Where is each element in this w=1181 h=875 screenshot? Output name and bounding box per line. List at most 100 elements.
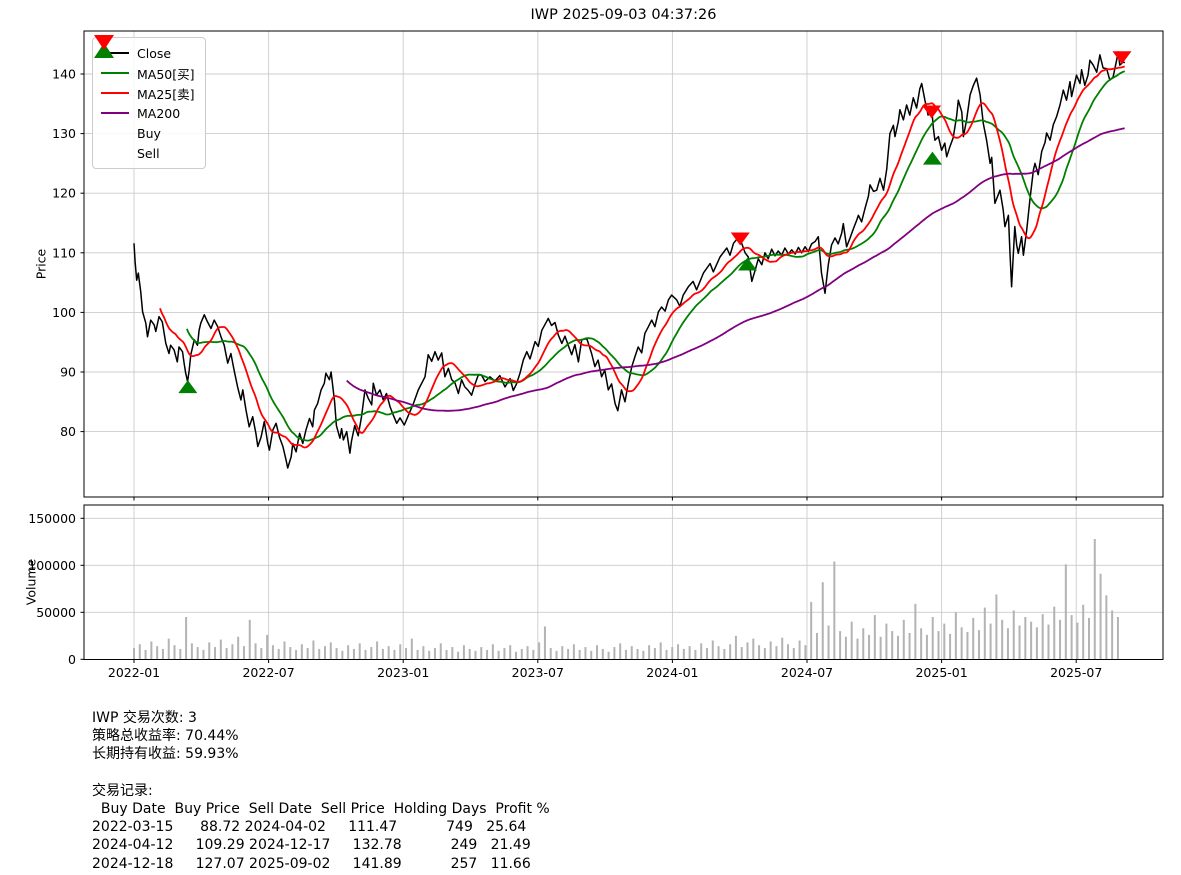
volume-bar xyxy=(659,642,662,660)
volume-bar xyxy=(428,650,431,660)
x-tick-label: 2023-01 xyxy=(377,665,429,680)
volume-bar xyxy=(219,639,222,660)
volume-bar xyxy=(1076,622,1079,660)
volume-bar xyxy=(983,607,986,660)
volume-bar xyxy=(1093,538,1096,660)
volume-bar xyxy=(399,644,402,660)
volume-bar xyxy=(387,646,390,660)
volume-bar xyxy=(653,648,656,660)
volume-bar xyxy=(734,635,737,660)
volume-bar xyxy=(925,634,928,660)
volume-bar xyxy=(787,644,790,660)
volume-bar xyxy=(514,651,517,660)
volume-bar xyxy=(1064,564,1067,660)
legend-item-close: Close xyxy=(100,43,195,63)
legend-item-ma25: MA25[卖] xyxy=(100,83,195,103)
volume-bar xyxy=(711,640,714,660)
chart-title: IWP 2025-09-03 04:37:26 xyxy=(530,7,717,23)
volume-bar xyxy=(462,645,465,660)
volume-bar xyxy=(590,650,593,660)
legend-item-label: Buy xyxy=(137,125,161,141)
volume-bar xyxy=(856,638,859,660)
volume-bar xyxy=(433,648,436,660)
sell-marker xyxy=(1112,51,1132,65)
volume-bar xyxy=(648,645,651,660)
volume-bar xyxy=(445,649,448,660)
volume-bar xyxy=(810,601,813,660)
volume-bar xyxy=(208,642,211,660)
volume-bar xyxy=(642,650,645,660)
volume-bar xyxy=(549,648,552,660)
volume-bar xyxy=(167,638,170,660)
sell-marker xyxy=(922,105,942,119)
volume-bar xyxy=(833,561,836,660)
volume-bar xyxy=(596,645,599,660)
volume-bar xyxy=(306,648,309,660)
volume-bar xyxy=(335,648,338,660)
volume-bar xyxy=(567,648,570,660)
volume-bar xyxy=(474,650,477,660)
volume-bar xyxy=(995,594,998,660)
trade-records-title: 交易记录: xyxy=(92,782,153,799)
volume-bar xyxy=(978,630,981,660)
volume-bar xyxy=(1006,628,1009,660)
volume-bar xyxy=(1030,621,1033,660)
volume-bar xyxy=(185,617,188,660)
volume-bar xyxy=(1105,595,1108,660)
volume-bar xyxy=(509,645,512,660)
volume-bar xyxy=(1059,619,1062,660)
price-tick-label: 80 xyxy=(60,424,76,439)
volume-bar xyxy=(381,648,384,660)
volume-bar xyxy=(1116,617,1119,660)
volume-tick-label: 100000 xyxy=(28,558,76,573)
volume-bar xyxy=(636,648,639,660)
volume-bar xyxy=(671,647,674,660)
price-tick-label: 130 xyxy=(52,126,76,141)
volume-bar xyxy=(358,643,361,660)
volume-bar xyxy=(665,649,668,660)
volume-bar xyxy=(329,642,332,660)
trade-table-row: 2024-12-18 127.07 2025-09-02 141.89 257 … xyxy=(92,855,531,872)
volume-bar xyxy=(202,649,205,660)
volume-bar xyxy=(879,636,882,660)
volume-bar xyxy=(341,650,344,660)
volume-bar xyxy=(694,649,697,660)
volume-tick-label: 0 xyxy=(68,652,76,667)
volume-bar xyxy=(1082,604,1085,660)
volume-bar xyxy=(266,634,269,660)
volume-bar xyxy=(931,617,934,660)
volume-bar xyxy=(439,643,442,660)
volume-bar xyxy=(526,646,529,660)
volume-bar xyxy=(416,649,419,660)
volume-bar xyxy=(364,649,367,660)
volume-bar xyxy=(607,651,610,660)
volume-bar xyxy=(891,631,894,660)
legend-item-label: MA200 xyxy=(137,105,181,121)
volume-bar xyxy=(873,615,876,660)
volume-bar xyxy=(254,643,257,660)
triangle-down-icon xyxy=(94,35,114,50)
line-swatch-icon xyxy=(101,52,129,54)
price-tick-label: 90 xyxy=(60,365,76,380)
volume-bar xyxy=(260,648,263,660)
volume-bar xyxy=(1035,627,1038,660)
volume-bar xyxy=(289,647,292,660)
volume-bar xyxy=(393,649,396,660)
volume-bar xyxy=(497,650,500,660)
volume-bar xyxy=(798,640,801,660)
line-swatch-icon xyxy=(101,72,129,74)
volume-bar xyxy=(190,643,193,660)
volume-bar xyxy=(138,644,141,660)
volume-bar xyxy=(723,648,726,660)
volume-bar xyxy=(451,647,454,660)
volume-bar xyxy=(775,646,778,660)
volume-bar xyxy=(896,635,899,660)
volume-bar xyxy=(902,619,905,660)
volume-bar xyxy=(1041,614,1044,660)
volume-bar xyxy=(1087,617,1090,660)
legend-item-ma50: MA50[买] xyxy=(100,63,195,83)
volume-panel-border xyxy=(83,504,1164,660)
legend-item-buy: Buy xyxy=(94,43,195,143)
close-line xyxy=(133,51,1126,469)
x-tick-label: 2024-07 xyxy=(781,665,833,680)
